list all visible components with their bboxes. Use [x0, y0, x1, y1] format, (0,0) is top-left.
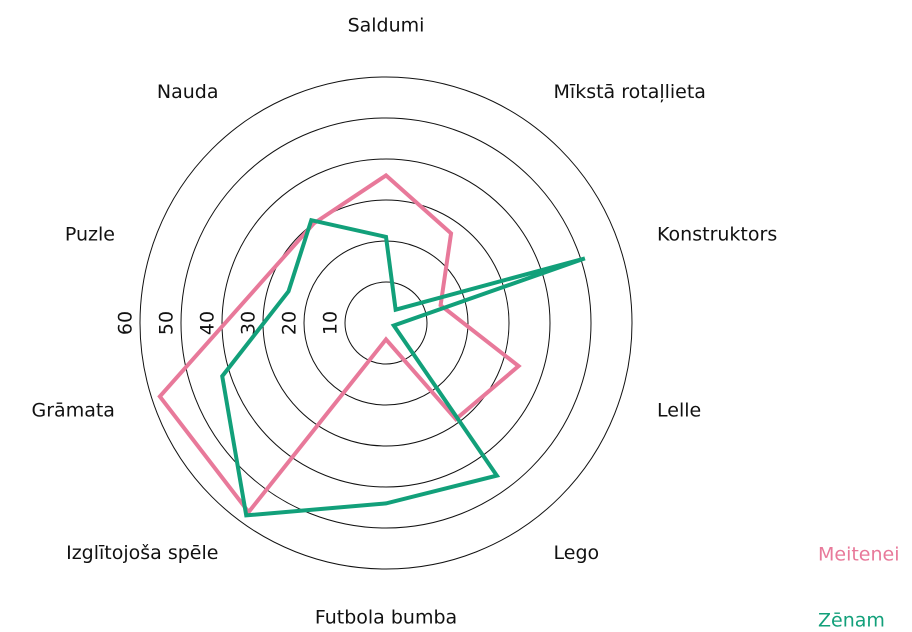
r-tick-label: 50	[156, 311, 178, 335]
axis-label: Mīkstā rotaļlieta	[554, 81, 706, 103]
axis-label: Saldumi	[348, 15, 425, 37]
r-tick-label: 60	[115, 311, 137, 335]
axis-label: Nauda	[157, 81, 219, 103]
grid-ring	[180, 117, 592, 529]
r-tick-label: 20	[279, 311, 301, 335]
axis-label: Konstruktors	[657, 223, 777, 245]
series-line	[157, 172, 522, 516]
r-tick-label: 30	[238, 311, 260, 335]
axis-label: Lelle	[657, 400, 701, 422]
axis-label: Izglītojoša spēle	[66, 542, 218, 564]
legend-label: Meitenei	[818, 544, 900, 566]
grid-ring	[344, 281, 428, 365]
series-line	[220, 217, 586, 518]
r-tick-label: 10	[320, 311, 342, 335]
legend-label: Zēnam	[818, 610, 885, 632]
axis-label: Puzle	[65, 223, 115, 245]
axis-label: Futbola bumba	[315, 607, 457, 629]
grid-ring	[139, 76, 633, 570]
axis-label: Grāmata	[32, 400, 115, 422]
r-tick-label: 40	[197, 311, 219, 335]
grid-ring	[221, 158, 551, 488]
axis-label: Lego	[554, 542, 600, 564]
